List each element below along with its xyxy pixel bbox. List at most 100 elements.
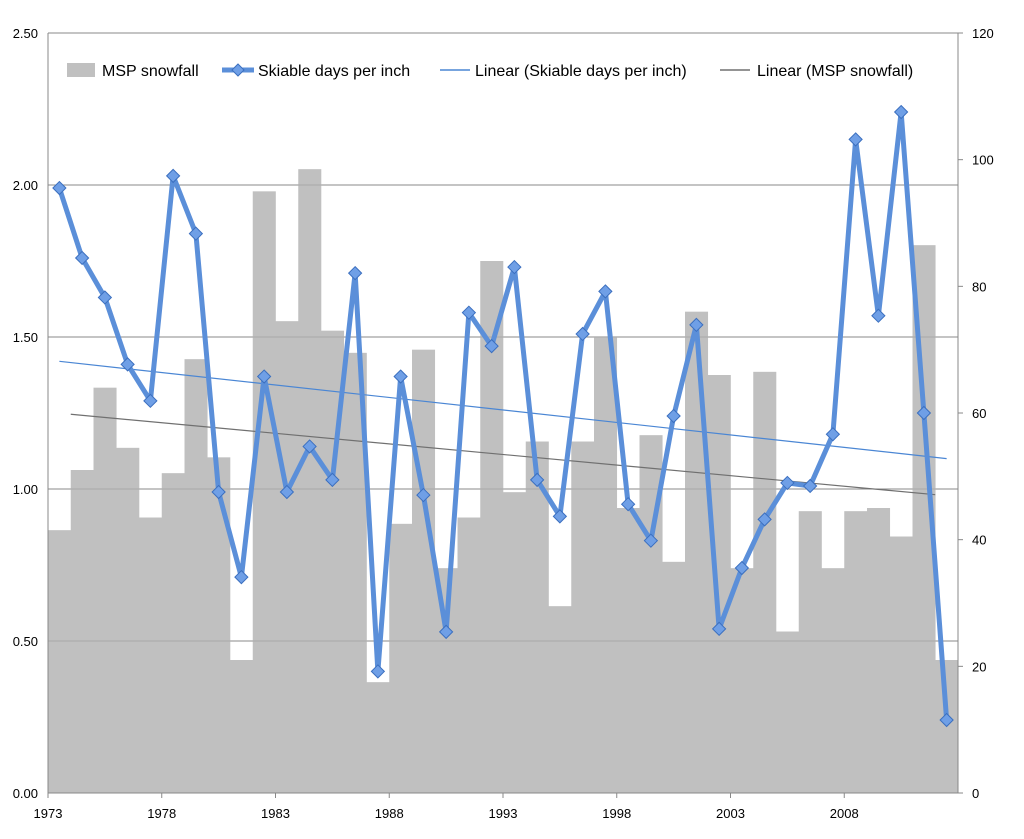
legend-label-snowfall-trend: Linear (MSP snowfall) xyxy=(757,63,913,80)
x-axis-tick-label: 1973 xyxy=(34,806,63,821)
snowfall-bar xyxy=(571,441,595,793)
snowfall-bar xyxy=(161,473,185,793)
left-axis-tick-label: 0.50 xyxy=(13,634,38,649)
snowfall-bars xyxy=(48,169,959,794)
skiable-days-marker xyxy=(620,496,636,512)
skiable-days-marker xyxy=(734,560,750,576)
skiable-days-marker xyxy=(893,104,909,120)
legend: MSP snowfall Skiable days per inch Linear … xyxy=(67,63,913,80)
snowfall-bar xyxy=(275,321,299,793)
legend-label-skiable-trend: Linear (Skiable days per inch) xyxy=(475,63,687,80)
left-axis-tick-label: 0.00 xyxy=(13,786,38,801)
legend-swatch-skiable-days-marker xyxy=(231,63,245,77)
snowfall-bar xyxy=(298,169,322,793)
skiable-days-marker xyxy=(302,439,317,454)
skiable-days-marker xyxy=(325,472,340,488)
snowfall-bar xyxy=(912,245,936,793)
skiable-days-marker xyxy=(802,478,818,494)
skiable-days-marker xyxy=(484,338,499,354)
skiable-days-marker xyxy=(598,284,613,299)
snowfall-bar xyxy=(184,359,208,793)
skiable-days-marker xyxy=(916,405,932,421)
x-axis-tick-label: 1998 xyxy=(602,806,631,821)
snowfall-bar xyxy=(776,631,800,793)
left-axis-tick-label: 2.50 xyxy=(13,26,38,41)
skiable-days-marker xyxy=(211,484,226,500)
skiable-days-marker xyxy=(393,369,408,384)
snowfall-bar xyxy=(707,375,731,793)
skiable-days-marker xyxy=(643,533,659,548)
snowfall-bar xyxy=(139,517,163,793)
legend-swatch-snowfall xyxy=(67,63,95,77)
x-axis-tick-label: 1978 xyxy=(147,806,176,821)
right-axis-tick-label: 120 xyxy=(972,26,994,41)
skiable-days-marker xyxy=(143,393,158,409)
right-axis-tick-label: 100 xyxy=(972,153,994,168)
x-axis-tick-label: 1988 xyxy=(375,806,404,821)
snowfall-bar xyxy=(412,349,436,793)
right-axis-tick-label: 20 xyxy=(972,659,986,674)
snowfall-bar xyxy=(503,492,527,793)
skiable-days-marker xyxy=(552,509,568,524)
skiable-days-marker xyxy=(575,326,590,342)
skiable-days-marker xyxy=(825,427,841,442)
skiable-days-marker xyxy=(52,180,67,196)
skiable-days-marker xyxy=(165,168,181,184)
snowfall-bar xyxy=(434,568,458,793)
skiable-days-series-line xyxy=(56,109,950,723)
snowfall-bar xyxy=(798,511,822,793)
skiable-days-marker xyxy=(279,484,295,500)
tick-labels: 0.00 0.50 1.00 1.50 2.00 2.50 0 20 40 60 80 100 120 1… xyxy=(13,26,994,821)
skiable-days-marker xyxy=(97,290,113,305)
left-axis-tick-label: 2.00 xyxy=(13,178,38,193)
skiable-days-marker xyxy=(370,664,386,679)
skiable-days-marker xyxy=(188,226,204,241)
skiable-days-marker xyxy=(507,259,522,275)
x-axis-tick-label: 1983 xyxy=(261,806,290,821)
x-axis-tick-label: 2008 xyxy=(830,806,859,821)
skiable-days-marker xyxy=(461,305,477,320)
skiable-days-marker xyxy=(848,132,863,147)
legend-label-skiable-days: Skiable days per inch xyxy=(258,63,410,80)
skiable-days-line xyxy=(52,104,954,728)
snowfall-bar xyxy=(889,536,913,793)
snowfall-bar xyxy=(594,337,618,793)
right-axis-tick-label: 0 xyxy=(972,786,979,801)
skiable-days-marker xyxy=(711,621,727,637)
snowfall-bar xyxy=(93,387,117,793)
snowfall-bar xyxy=(548,606,572,793)
snowfall-bar xyxy=(821,568,845,793)
snowfall-bar xyxy=(753,371,777,793)
snowfall-bar xyxy=(116,447,140,793)
snowfall-bar xyxy=(70,470,94,793)
skiable-days-marker xyxy=(347,265,363,281)
skiable-days-marker xyxy=(939,712,954,728)
snowfall-bar xyxy=(230,660,254,793)
snowfall-bar xyxy=(480,261,504,793)
snowfall-bar xyxy=(48,530,72,793)
skiable-days-marker xyxy=(666,408,681,424)
snowfall-bar xyxy=(252,191,276,794)
skiable-days-marker xyxy=(234,569,249,585)
snowfall-bar xyxy=(685,311,709,793)
skiable-days-marker xyxy=(780,475,795,491)
snowfall-bar xyxy=(844,511,868,793)
snowfall-bar xyxy=(207,457,231,793)
snowfall-bar xyxy=(639,435,663,793)
right-axis-tick-label: 40 xyxy=(972,533,986,548)
left-axis-tick-label: 1.50 xyxy=(13,330,38,345)
skiable-days-marker xyxy=(438,624,454,640)
snowfall-bar xyxy=(389,523,413,793)
skiable-days-marker xyxy=(871,308,886,323)
skiable-days-marker xyxy=(256,369,272,384)
snowfall-bar xyxy=(457,517,481,793)
left-axis-tick-label: 1.00 xyxy=(13,482,38,497)
skiable-days-marker xyxy=(529,472,545,488)
skiable-days-marker xyxy=(416,487,431,503)
snowfall-bar xyxy=(525,441,549,793)
skiable-days-marker xyxy=(757,512,772,527)
skiable-days-marker xyxy=(689,317,704,333)
skiable-days-marker xyxy=(120,357,135,372)
snowfall-bar xyxy=(867,508,891,793)
